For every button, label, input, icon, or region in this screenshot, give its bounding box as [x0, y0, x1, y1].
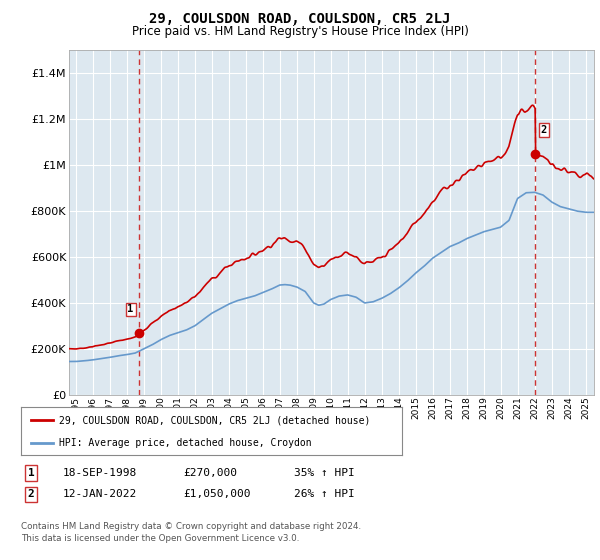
Text: HPI: Average price, detached house, Croydon: HPI: Average price, detached house, Croy… [59, 438, 312, 448]
Text: Contains HM Land Registry data © Crown copyright and database right 2024.
This d: Contains HM Land Registry data © Crown c… [21, 522, 361, 543]
Text: 29, COULSDON ROAD, COULSDON, CR5 2LJ (detached house): 29, COULSDON ROAD, COULSDON, CR5 2LJ (de… [59, 416, 370, 426]
Text: 26% ↑ HPI: 26% ↑ HPI [294, 489, 355, 500]
Text: 18-SEP-1998: 18-SEP-1998 [63, 468, 137, 478]
Text: Price paid vs. HM Land Registry's House Price Index (HPI): Price paid vs. HM Land Registry's House … [131, 25, 469, 38]
Text: 29, COULSDON ROAD, COULSDON, CR5 2LJ: 29, COULSDON ROAD, COULSDON, CR5 2LJ [149, 12, 451, 26]
Text: 1: 1 [28, 468, 35, 478]
Text: 1: 1 [127, 305, 134, 315]
Text: £270,000: £270,000 [183, 468, 237, 478]
Text: 2: 2 [541, 125, 547, 136]
Text: £1,050,000: £1,050,000 [183, 489, 251, 500]
Text: 2: 2 [28, 489, 35, 500]
Text: 35% ↑ HPI: 35% ↑ HPI [294, 468, 355, 478]
Text: 12-JAN-2022: 12-JAN-2022 [63, 489, 137, 500]
